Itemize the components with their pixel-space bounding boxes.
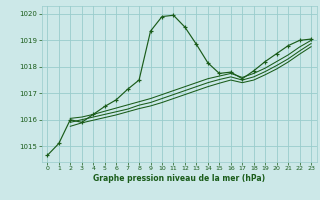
- X-axis label: Graphe pression niveau de la mer (hPa): Graphe pression niveau de la mer (hPa): [93, 174, 265, 183]
